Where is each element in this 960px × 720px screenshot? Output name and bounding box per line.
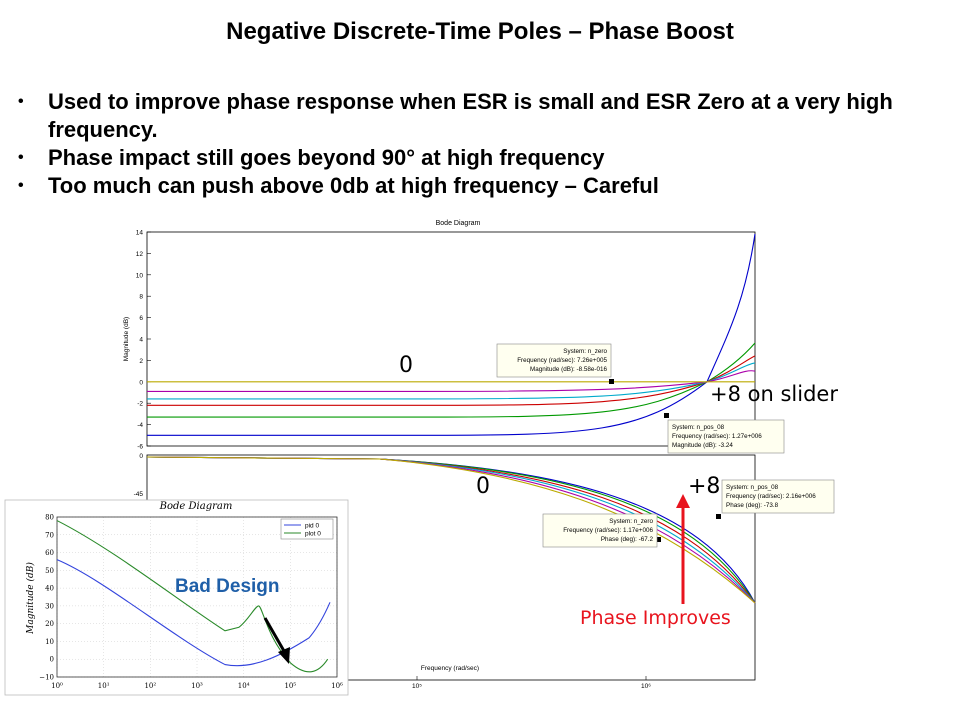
bullet-item: • Too much can push above 0db at high fre… <box>18 172 948 200</box>
mag-series-line <box>147 355 756 406</box>
mag-chart-title: Bode Diagram <box>436 220 481 227</box>
inset-x-tick-label: 10⁶ <box>331 682 343 690</box>
plus8-phase-annotation: +8 <box>688 474 721 499</box>
phase-x-tick-label: 10⁵ <box>412 683 422 690</box>
mag-y-axis-label: Magnitude (dB) <box>123 317 130 361</box>
bullet-text: Phase impact still goes beyond 90° at hi… <box>48 145 605 170</box>
mag-y-tick-label: 0 <box>139 379 143 386</box>
mag-y-tick-label: -2 <box>137 401 143 408</box>
mag-datatip-marker <box>664 413 669 418</box>
datatip-text: System: n_pos_08 <box>672 424 725 431</box>
datatip-box <box>721 479 835 514</box>
phase-improves-annotation: Phase Improves <box>580 607 731 629</box>
inset-x-tick-label: 10³ <box>191 682 203 690</box>
bullet-marker: • <box>18 149 24 166</box>
bullet-marker: • <box>18 93 24 110</box>
datatip-text: System: n_zero <box>563 348 607 355</box>
mag-y-tick-label: 12 <box>136 251 144 258</box>
inset-legend-box <box>280 518 334 540</box>
mag-y-tick-label: 8 <box>139 294 143 301</box>
mag-plot-frame <box>146 231 756 447</box>
datatip-text: Phase (deg): -67.2 <box>601 536 654 543</box>
datatip-text: System: n_zero <box>609 518 653 525</box>
mag-series-line <box>147 370 756 392</box>
mag-datatip-marker <box>609 379 614 384</box>
inset-y-tick-label: 80 <box>45 514 54 522</box>
datatip-text: Magnitude (dB): -3.24 <box>672 442 733 449</box>
datatip-text: Frequency (rad/sec): 2.16e+006 <box>726 493 816 500</box>
phase-improves-arrowhead <box>676 494 690 508</box>
mag-y-tick-label: -4 <box>137 422 143 429</box>
bullet-marker: • <box>18 177 24 194</box>
datatip-text: Frequency (rad/sec): 1.17e+006 <box>563 527 653 534</box>
inset-legend-label: pid 0 <box>305 523 319 530</box>
inset-series-pid0 <box>56 559 331 667</box>
inset-series-plot0 <box>56 520 329 673</box>
mag-series-line <box>147 362 756 400</box>
phase-series-line <box>146 456 756 604</box>
inset-legend-label: plot 0 <box>305 531 321 538</box>
mag-y-tick-label: 6 <box>139 315 143 322</box>
inset-y-tick-label: 70 <box>45 531 54 539</box>
datatip-text: Frequency (rad/sec): 1.27e+006 <box>672 433 762 440</box>
mag-series-line <box>147 342 756 418</box>
bad-design-arrowhead <box>278 647 290 664</box>
bullet-text: Used to improve phase response when ESR … <box>48 89 893 142</box>
mag-y-tick-label: -6 <box>137 444 143 451</box>
slider-annotation: +8 on slider <box>710 382 838 406</box>
inset-chart-title: Bode Diagram <box>159 501 233 512</box>
phase-datatip-marker <box>716 514 721 519</box>
mag-y-tick-label: 2 <box>139 358 143 365</box>
inset-y-tick-label: 10 <box>45 638 54 646</box>
inset-plot-frame <box>56 516 338 678</box>
inset-x-tick-label: 10⁰ <box>51 682 63 690</box>
inset-x-tick-label: 10¹ <box>98 682 110 690</box>
inset-y-tick-label: 50 <box>45 567 54 575</box>
zero-phase-annotation: 0 <box>476 474 490 499</box>
phase-y-tick-label: 0 <box>139 453 143 460</box>
bullet-item: • Phase impact still goes beyond 90° at h… <box>18 144 948 172</box>
inset-y-tick-label: 20 <box>45 620 54 628</box>
mag-y-tick-label: 14 <box>136 230 144 237</box>
datatip-box <box>542 513 658 548</box>
datatip-text: Phase (deg): -73.8 <box>726 502 779 509</box>
inset-y-tick-label: −10 <box>39 674 54 682</box>
inset-y-tick-label: 0 <box>50 656 54 664</box>
mag-y-tick-label: 4 <box>139 337 143 344</box>
datatip-box <box>496 343 612 378</box>
inset-y-tick-label: 60 <box>45 549 54 557</box>
datatip-text: Magnitude (dB): -8.58e-016 <box>530 366 608 373</box>
inset-x-tick-label: 10² <box>144 682 156 690</box>
datatip-text: System: n_pos_08 <box>726 484 779 491</box>
mag-series-line <box>147 233 756 436</box>
inset-x-tick-label: 10⁵ <box>284 682 296 690</box>
bullet-list: • Used to improve phase response when ESR… <box>18 88 948 200</box>
phase-y-tick-label: -45 <box>134 491 144 498</box>
bad-design-annotation: Bad Design <box>175 576 280 597</box>
bullet-item: • Used to improve phase response when ESR… <box>18 88 948 144</box>
zero-mag-annotation: 0 <box>399 353 413 378</box>
slide-title: Negative Discrete-Time Poles – Phase Boo… <box>226 18 734 45</box>
inset-y-tick-label: 30 <box>45 602 54 610</box>
phase-x-tick-label: 10⁶ <box>641 683 651 690</box>
datatip-box <box>667 419 785 454</box>
bullet-text: Too much can push above 0db at high freq… <box>48 173 659 198</box>
bad-design-arrow <box>263 617 286 652</box>
inset-y-axis-label: Magnitude (dB) <box>25 562 36 635</box>
inset-x-tick-label: 10⁴ <box>238 682 250 690</box>
phase-datatip-marker <box>656 537 661 542</box>
inset-y-tick-label: 40 <box>45 585 54 593</box>
datatip-text: Frequency (rad/sec): 7.26e+005 <box>517 357 607 364</box>
mag-y-tick-label: 10 <box>136 272 144 279</box>
phase-x-axis-label: Frequency (rad/sec) <box>421 665 479 672</box>
